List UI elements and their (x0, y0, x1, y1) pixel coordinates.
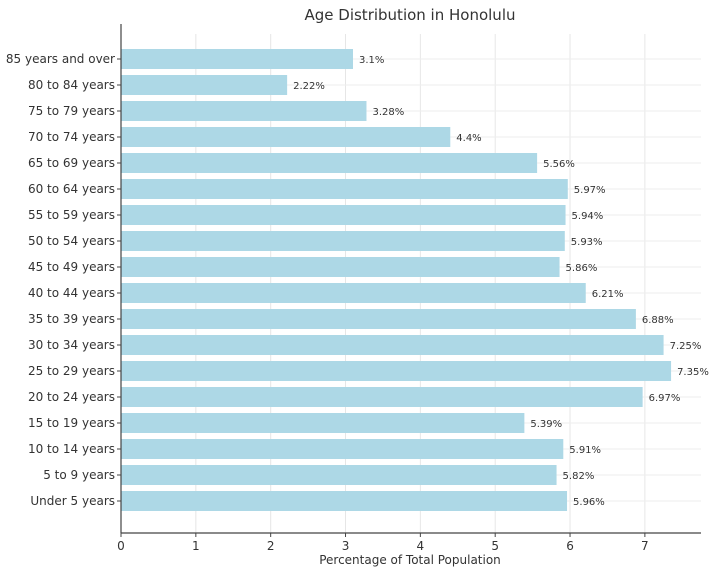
category-label: 5 to 9 years (43, 468, 115, 482)
bar (121, 309, 636, 329)
data-label: 5.93% (571, 237, 603, 248)
x-tick-label: 3 (342, 539, 350, 553)
data-label: 2.22% (293, 81, 325, 92)
category-label: 35 to 39 years (28, 312, 115, 326)
bar (121, 231, 565, 251)
category-label: 80 to 84 years (28, 78, 115, 92)
category-label: 65 to 69 years (28, 156, 115, 170)
data-label: 5.91% (569, 445, 601, 456)
category-label: 25 to 29 years (28, 364, 115, 378)
x-tick-label: 5 (491, 539, 499, 553)
x-tick-label: 6 (566, 539, 574, 553)
category-label: 60 to 64 years (28, 182, 115, 196)
x-axis-label: Percentage of Total Population (319, 553, 501, 567)
data-label: 3.28% (372, 107, 404, 118)
bar (121, 465, 557, 485)
data-label: 5.56% (543, 159, 575, 170)
data-label: 5.96% (573, 497, 605, 508)
category-label: 75 to 79 years (28, 104, 115, 118)
bar (121, 75, 288, 95)
data-label: 5.86% (566, 263, 598, 274)
bar (121, 283, 586, 303)
category-label: 55 to 59 years (28, 208, 115, 222)
bars (121, 49, 672, 511)
bar (121, 439, 564, 459)
category-label: 70 to 74 years (28, 130, 115, 144)
bar (121, 205, 566, 225)
data-label: 6.21% (592, 289, 624, 300)
data-label: 6.97% (649, 393, 681, 404)
bar (121, 179, 568, 199)
data-label: 5.39% (530, 419, 562, 430)
bar (121, 491, 568, 511)
category-label: 10 to 14 years (28, 442, 115, 456)
chart-title: Age Distribution in Honolulu (305, 6, 516, 24)
bar (121, 101, 367, 121)
bar (121, 413, 525, 433)
category-label: Under 5 years (30, 494, 115, 508)
x-tick-label: 2 (267, 539, 275, 553)
data-label: 7.25% (670, 341, 702, 352)
bar (121, 387, 643, 407)
x-tick-labels: 0 1 2 3 4 5 6 7 (117, 533, 649, 553)
category-label: 15 to 19 years (28, 416, 115, 430)
x-tick-label: 0 (117, 539, 125, 553)
data-label: 3.1% (359, 55, 384, 66)
bar (121, 127, 451, 147)
x-tick-label: 4 (417, 539, 425, 553)
bar (121, 257, 560, 277)
category-label: 50 to 54 years (28, 234, 115, 248)
category-label: 20 to 24 years (28, 390, 115, 404)
data-label: 5.94% (572, 211, 604, 222)
data-labels: 3.1% 2.22% 3.28% 4.4% 5.56% 5.97% 5.94% 5.93% 5.… (293, 55, 709, 508)
data-label: 5.82% (563, 471, 595, 482)
bar (121, 49, 353, 69)
category-labels: 85 years and over 80 to 84 years 75 to 79 … (6, 52, 121, 508)
bar (121, 153, 538, 173)
data-label: 7.35% (677, 367, 709, 378)
x-tick-label: 1 (192, 539, 200, 553)
category-label: 85 years and over (6, 52, 115, 66)
x-tick-label: 7 (641, 539, 649, 553)
bar (121, 361, 672, 381)
data-label: 6.88% (642, 315, 674, 326)
data-label: 5.97% (574, 185, 606, 196)
category-label: 30 to 34 years (28, 338, 115, 352)
category-label: 40 to 44 years (28, 286, 115, 300)
category-label: 45 to 49 years (28, 260, 115, 274)
bar (121, 335, 664, 355)
data-label: 4.4% (456, 133, 481, 144)
